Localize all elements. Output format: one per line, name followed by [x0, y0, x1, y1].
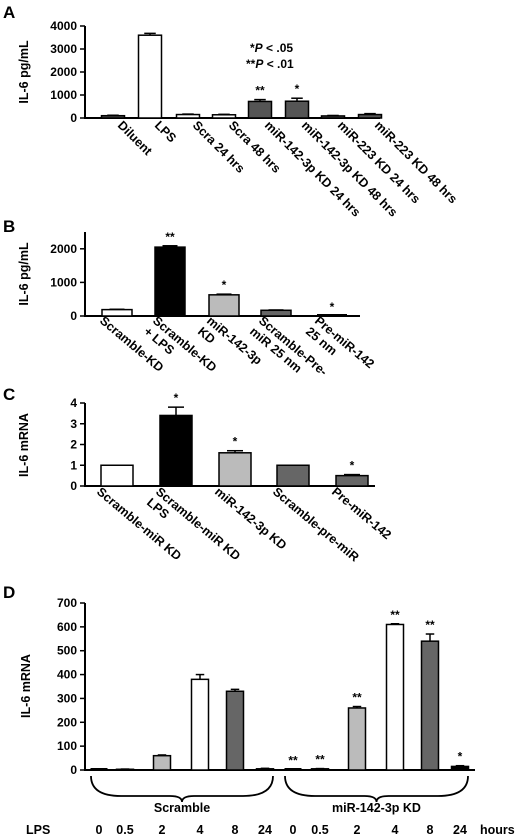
timepoint-label: 0.5: [116, 823, 133, 837]
significance-marker: **: [288, 753, 298, 767]
legend-p: P: [255, 57, 264, 71]
y-tick-label: 400: [57, 668, 77, 682]
panel-letter: D: [3, 583, 15, 602]
bar: [152, 754, 172, 771]
y-tick-label: 300: [57, 691, 77, 705]
y-tick-label: 0: [70, 763, 77, 777]
timepoint-label: 8: [232, 823, 239, 837]
y-axis-label: IL-6 mRNA: [17, 413, 31, 477]
timepoint-label: 24: [258, 823, 272, 837]
y-axis-label: IL-6 mRNA: [19, 654, 33, 718]
y-tick-label: 0: [70, 111, 77, 125]
significance-marker: *: [330, 300, 335, 314]
bar: [154, 246, 186, 317]
significance-legend: *P < .05: [250, 41, 293, 55]
y-axis-label: IL-6 pg/mL: [17, 242, 31, 306]
x-prefix-label: LPS: [26, 823, 50, 837]
significance-marker: **: [425, 618, 435, 632]
significance-marker: *: [350, 459, 355, 473]
bar: [247, 100, 273, 119]
bar: [100, 464, 134, 487]
legend-prefix: *: [250, 41, 255, 55]
significance-marker: *: [174, 391, 179, 405]
y-tick-label: 0: [70, 309, 77, 323]
category-label-line: Diluent: [115, 118, 155, 158]
category-label: Diluent: [115, 118, 155, 158]
timepoint-label: 2: [354, 823, 361, 837]
significance-marker: **: [255, 84, 265, 98]
bar: [190, 678, 210, 771]
timepoint-label: 0: [96, 823, 103, 837]
legend-p: P: [255, 41, 264, 55]
significance-marker: **: [165, 230, 175, 244]
bar: [137, 34, 163, 119]
significance-marker: *: [233, 435, 238, 449]
bar: [284, 100, 310, 119]
y-axis-label: IL-6 pg/mL: [17, 40, 31, 104]
y-tick-label: 700: [57, 596, 77, 610]
legend-suffix: < .01: [263, 57, 294, 71]
timepoint-label: 0.5: [311, 823, 328, 837]
y-tick-label: 1000: [50, 275, 77, 289]
timepoint-label: 8: [427, 823, 434, 837]
bar: [218, 452, 252, 487]
timepoint-label: 2: [159, 823, 166, 837]
timepoint-label: 24: [453, 823, 467, 837]
significance-marker: **: [315, 753, 325, 767]
y-tick-label: 2000: [50, 242, 77, 256]
bar: [175, 113, 201, 119]
bar: [335, 474, 369, 487]
bar: [159, 414, 193, 487]
y-tick-label: 600: [57, 620, 77, 634]
bar: [347, 707, 367, 771]
y-tick-label: 1000: [50, 88, 77, 102]
bar: [211, 114, 237, 119]
y-tick-label: 100: [57, 739, 77, 753]
legend-suffix: < .05: [263, 41, 294, 55]
bar: [357, 113, 383, 119]
significance-marker: *: [458, 750, 463, 764]
legend-prefix: **: [246, 57, 256, 71]
significance-marker: *: [295, 82, 300, 96]
significance-legend: **P < .01: [246, 57, 294, 71]
y-tick-label: 4000: [50, 19, 77, 33]
significance-marker: **: [352, 691, 362, 705]
category-label: LPS: [152, 118, 179, 145]
chart-panel-b: BIL-6 pg/mL010002000****Scramble-KDScram…: [3, 217, 377, 379]
x-suffix-label: hours: [480, 823, 515, 837]
group-bracket: [90, 775, 274, 803]
category-label-line: LPS: [152, 118, 179, 145]
bar: [385, 623, 405, 771]
timepoint-label: 0: [290, 823, 297, 837]
bar: [225, 690, 245, 771]
group-label: Scramble: [154, 801, 210, 815]
bar: [276, 464, 310, 487]
group-label: miR-142-3p KD: [332, 801, 421, 815]
significance-marker: *: [222, 278, 227, 292]
timepoint-label: 4: [392, 823, 399, 837]
y-tick-label: 500: [57, 644, 77, 658]
y-tick-label: 2: [70, 438, 77, 452]
group-bracket: [284, 775, 469, 803]
y-tick-label: 1: [70, 458, 77, 472]
y-tick-label: 3: [70, 417, 77, 431]
significance-marker: **: [390, 608, 400, 622]
panel-letter: C: [3, 385, 15, 404]
y-tick-label: 4: [70, 396, 77, 410]
panel-letter: B: [3, 217, 15, 236]
y-tick-label: 3000: [50, 42, 77, 56]
bar: [100, 114, 126, 119]
panel-letter: A: [3, 3, 15, 22]
y-tick-label: 0: [70, 479, 77, 493]
bar: [450, 765, 470, 771]
bar: [420, 640, 440, 771]
y-tick-label: 2000: [50, 65, 77, 79]
y-tick-label: 200: [57, 715, 77, 729]
timepoint-label: 4: [197, 823, 204, 837]
bar: [320, 115, 346, 119]
